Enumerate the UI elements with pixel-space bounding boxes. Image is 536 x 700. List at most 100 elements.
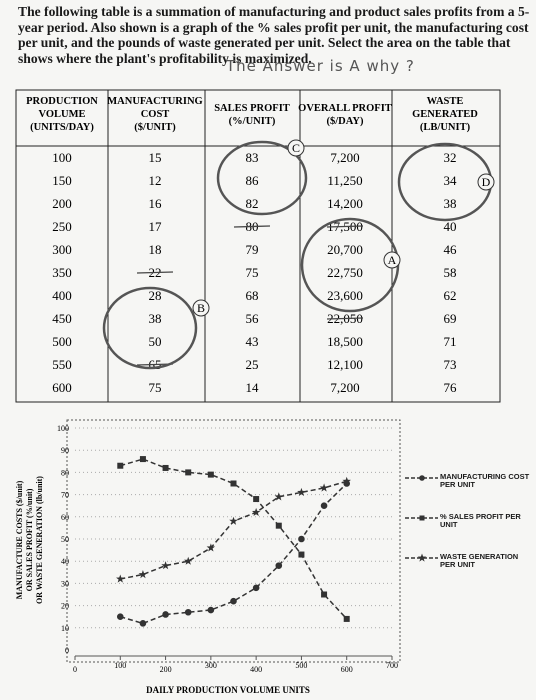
column-header: (UNITS/DAY) [30, 122, 94, 133]
table-cell: 83 [246, 150, 259, 165]
table-cell: 350 [52, 265, 72, 280]
table-cell: 25 [246, 357, 259, 372]
table-cell: 79 [246, 242, 259, 257]
point [183, 556, 193, 565]
point [207, 471, 214, 478]
annotation-circle [216, 140, 308, 216]
legend-marker [419, 515, 425, 521]
point [343, 615, 350, 622]
table-cell: 100 [52, 150, 72, 165]
table-cell: 40 [444, 219, 457, 234]
y-tick-label: 20 [61, 602, 69, 611]
point [253, 496, 260, 503]
y-tick-label: 70 [61, 491, 69, 500]
table-cell: 600 [52, 380, 72, 395]
point [275, 522, 282, 529]
annotation-badge [383, 251, 401, 269]
strike [136, 271, 174, 274]
point [139, 620, 147, 627]
table-cell: 69 [444, 311, 457, 326]
question-text: The following table is a summation of ma… [18, 4, 530, 66]
x-tick-label: 300 [205, 661, 217, 670]
series-line [120, 480, 347, 580]
table-cell: 22,750 [327, 265, 363, 280]
y-tick-label: 90 [61, 446, 69, 455]
point [116, 574, 125, 583]
annotation-label: A [388, 253, 397, 267]
table-cell: 50 [149, 334, 162, 349]
column-header: SALES PROFIT [214, 103, 290, 114]
point [117, 462, 124, 469]
table-cell: 32 [444, 150, 457, 165]
y-tick-label: 40 [61, 557, 69, 566]
column-header: MANUFACTURING [107, 96, 202, 107]
point [139, 456, 146, 463]
y-axis-label: MANUFACTURE COSTS ($/unit) [15, 480, 24, 599]
y-tick-label: 50 [61, 535, 69, 544]
table-cell: 12 [149, 173, 162, 188]
point [298, 551, 305, 558]
point [342, 476, 351, 485]
column-header: COST [141, 109, 170, 120]
x-tick-label: 500 [295, 661, 307, 670]
series-line [120, 458, 348, 620]
table-cell: 28 [149, 288, 162, 303]
table-cell: 46 [444, 242, 458, 257]
legend-marker [417, 553, 427, 562]
x-tick-label: 600 [341, 665, 353, 674]
column-header: OVERALL PROFIT [298, 103, 392, 114]
table-cell: 75 [246, 265, 259, 280]
table-cell: 11,250 [327, 173, 362, 188]
table-cell: 550 [52, 357, 72, 372]
table-cell: 150 [52, 173, 72, 188]
point [162, 611, 169, 618]
annotation-label: D [482, 175, 491, 189]
table-cell: 14,200 [327, 196, 363, 211]
table-cell: 38 [149, 311, 162, 326]
table-cell: 7,200 [330, 380, 359, 395]
point [251, 507, 261, 516]
point [116, 613, 124, 621]
annotation-label: C [292, 141, 300, 155]
column-header: WASTE [427, 96, 464, 107]
point [274, 492, 284, 501]
table-cell: 71 [444, 334, 457, 349]
point [184, 608, 192, 616]
point [297, 487, 306, 496]
table-cell: 23,600 [327, 288, 363, 303]
point [298, 535, 305, 543]
handwritten-note: The Answer is A why ? [226, 57, 415, 75]
point [185, 469, 192, 476]
table-cell: 500 [52, 334, 72, 349]
x-tick-label: 0 [73, 665, 77, 674]
point [320, 502, 328, 510]
legend-label: % SALES PROFIT PER UNIT [440, 512, 521, 529]
legend-label: WASTE GENERATION PER UNIT [440, 552, 519, 569]
annotation-badge [477, 173, 495, 191]
point [319, 483, 329, 492]
column-header: VOLUME [38, 109, 85, 120]
annotation-badge [287, 139, 305, 157]
point [275, 562, 283, 569]
point [230, 480, 237, 487]
annotation-circle [102, 286, 198, 370]
point [321, 591, 328, 598]
table-cell: 43 [246, 334, 259, 349]
table-cell: 58 [444, 265, 457, 280]
point [229, 516, 238, 525]
point [162, 464, 169, 471]
point [230, 597, 237, 605]
table-cell: 400 [52, 288, 72, 303]
x-axis-label: DAILY PRODUCTION VOLUME UNITS [146, 685, 310, 695]
column-header: (LB/UNIT) [420, 122, 471, 133]
y-tick-label: 0 [65, 646, 69, 655]
strike [233, 225, 271, 228]
table-cell: 15 [149, 150, 162, 165]
strike [326, 225, 364, 228]
annotation-badge [192, 299, 210, 317]
table-cell: 16 [149, 196, 163, 211]
table-cell: 18,500 [327, 334, 363, 349]
table-cell: 18 [149, 242, 162, 257]
